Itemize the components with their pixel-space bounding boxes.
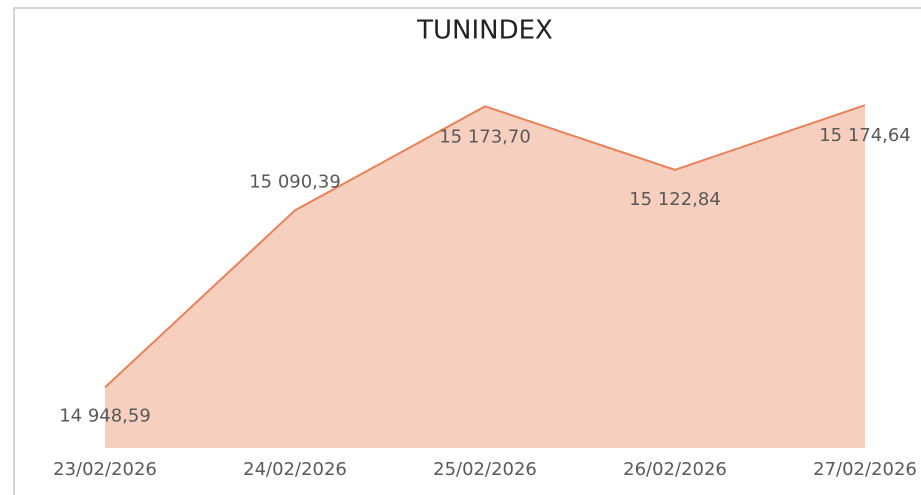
x-tick-label: 27/02/2026 bbox=[813, 459, 917, 480]
data-label: 14 948,59 bbox=[59, 405, 151, 426]
data-label: 15 173,70 bbox=[439, 126, 531, 147]
x-tick-label: 24/02/2026 bbox=[243, 459, 347, 480]
area-fill bbox=[105, 105, 865, 449]
data-label: 15 122,84 bbox=[629, 189, 721, 210]
data-label: 15 090,39 bbox=[249, 171, 341, 192]
area-line bbox=[104, 104, 866, 389]
x-tick-label: 23/02/2026 bbox=[53, 459, 157, 480]
chart-title: TUNINDEX bbox=[416, 16, 553, 46]
data-label: 15 174,64 bbox=[819, 125, 911, 146]
x-tick-label: 25/02/2026 bbox=[433, 459, 537, 480]
x-tick-label: 26/02/2026 bbox=[623, 459, 727, 480]
